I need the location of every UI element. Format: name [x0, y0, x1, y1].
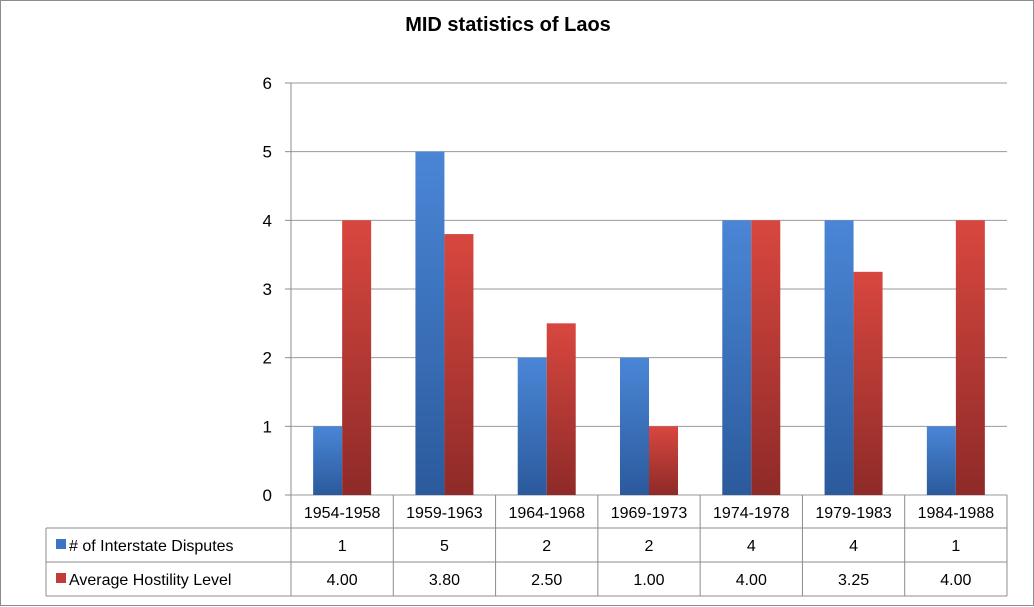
- x-category-label: 1959-1963: [406, 505, 483, 522]
- bar-hostility: [546, 323, 576, 495]
- y-tick-label: 0: [263, 486, 272, 505]
- data-label: 2: [542, 538, 551, 555]
- y-tick-label: 3: [263, 280, 272, 299]
- data-label: 2: [645, 538, 654, 555]
- bar-disputes: [620, 357, 649, 495]
- bar-hostility: [342, 220, 372, 496]
- bar-hostility: [444, 234, 474, 496]
- data-label: 3.80: [429, 572, 460, 589]
- data-label: 1.00: [633, 572, 664, 589]
- y-tick-label: 4: [263, 211, 272, 230]
- y-tick-label: 1: [263, 417, 272, 436]
- y-tick-label: 6: [263, 74, 272, 93]
- data-label: 5: [440, 538, 449, 555]
- data-label: 1: [951, 538, 960, 555]
- legend-label: Average Hostility Level: [69, 572, 231, 589]
- bar-disputes: [722, 220, 752, 496]
- legend-label: # of Interstate Disputes: [69, 538, 234, 555]
- x-category-label: 1969-1973: [611, 505, 688, 522]
- data-label: 4.00: [940, 572, 971, 589]
- chart-title: MID statistics of Laos: [405, 14, 611, 36]
- bar-disputes: [926, 426, 956, 495]
- data-label: 4.00: [736, 572, 767, 589]
- data-label: 3.25: [838, 572, 869, 589]
- data-label: 1: [338, 538, 347, 555]
- x-category-label: 1974-1978: [713, 505, 790, 522]
- bar-disputes: [415, 151, 445, 495]
- legend-swatch: [56, 573, 66, 583]
- x-category-label: 1964-1968: [508, 505, 585, 522]
- bar-hostility: [853, 271, 883, 495]
- data-label: 4: [747, 538, 756, 555]
- x-category-label: 1979-1983: [815, 505, 892, 522]
- bar-hostility: [955, 220, 985, 496]
- data-label: 4: [849, 538, 858, 555]
- x-category-label: 1954-1958: [304, 505, 381, 522]
- bar-disputes: [517, 357, 547, 495]
- y-tick-label: 5: [263, 143, 272, 162]
- legend-swatch: [56, 539, 66, 549]
- x-category-label: 1984-1988: [918, 505, 995, 522]
- data-label: 4.00: [327, 572, 358, 589]
- data-label: 2.50: [531, 572, 562, 589]
- bar-disputes: [824, 220, 854, 496]
- bar-hostility: [649, 426, 678, 495]
- bar-hostility: [751, 220, 781, 496]
- y-tick-label: 2: [263, 349, 272, 368]
- bar-disputes: [313, 426, 343, 495]
